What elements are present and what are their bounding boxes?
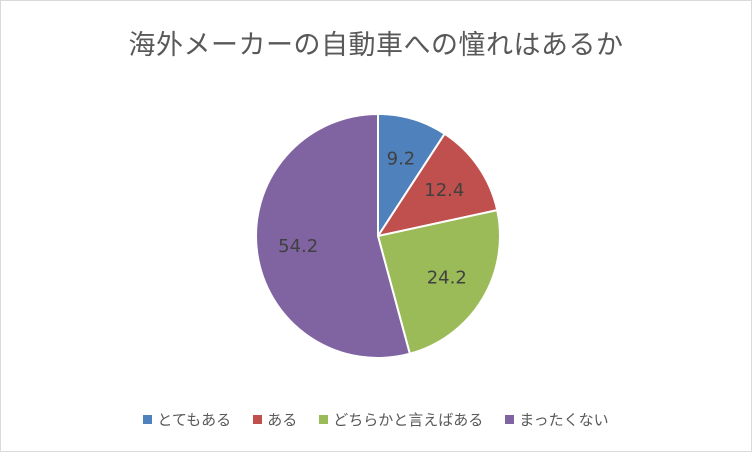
pie-data-label: 9.2	[387, 148, 416, 169]
legend-swatch	[319, 415, 329, 424]
pie-labels: 9.2 12.4 24.2 54.2	[278, 148, 467, 288]
pie-slice	[375, 132, 499, 238]
pie-slice	[255, 112, 412, 359]
chart-title: 海外メーカーの自動車への憧れはあるか	[128, 30, 624, 61]
legend-label: どちらかと言えばある	[333, 411, 484, 429]
pie-chart: 9.2 12.4 24.2 54.2	[255, 112, 501, 359]
legend-label: ある	[267, 411, 298, 429]
legend-item: まったくない	[505, 409, 609, 430]
legend-swatch	[143, 415, 153, 424]
pie-data-label: 12.4	[424, 180, 464, 201]
legend-item: とてもある	[143, 409, 231, 430]
pie-slice	[376, 208, 501, 356]
legend-item: どちらかと言えばある	[319, 409, 483, 430]
pie-data-label: 24.2	[427, 267, 467, 288]
legend-swatch	[253, 415, 263, 424]
legend: とてもある ある どちらかと言えばある まったくない	[1, 409, 751, 430]
legend-item: ある	[253, 409, 297, 430]
legend-label: まったくない	[519, 411, 609, 429]
pie-slices	[255, 112, 501, 359]
legend-swatch	[505, 415, 515, 424]
legend-label: とてもある	[157, 411, 232, 429]
pie-data-label: 54.2	[278, 236, 318, 257]
